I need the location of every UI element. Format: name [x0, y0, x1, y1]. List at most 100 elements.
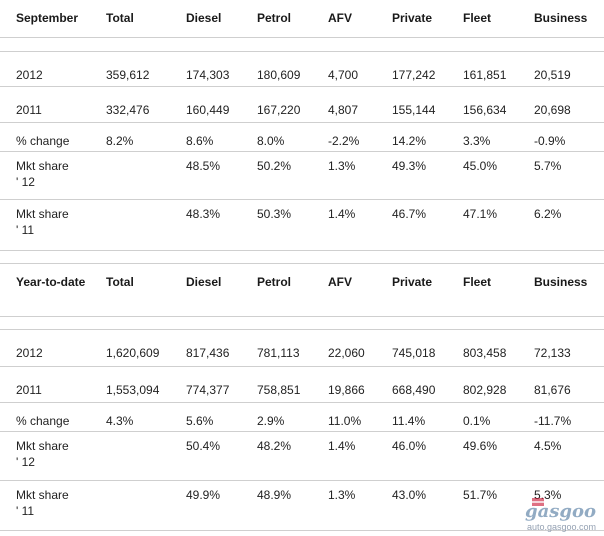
header-business: Business	[534, 11, 588, 25]
cell-total: 359,612	[106, 67, 150, 82]
table-row: 2011 332,476 160,449 167,220 4,807 155,144 156…	[0, 86, 604, 122]
cell-diesel: 48.5%	[186, 158, 221, 173]
cell-business: 5.7%	[534, 158, 562, 173]
cell-afv: 11.0%	[328, 413, 362, 428]
table-row: Mkt share ' 11 49.9% 48.9% 1.3% 43.0% 51.7% 5.…	[0, 480, 604, 530]
header-row: September Total Diesel Petrol AFV Private Flee…	[0, 0, 604, 37]
header-fleet: Fleet	[463, 11, 492, 25]
cell-private: 177,242	[392, 67, 436, 82]
cell-afv: 4,807	[328, 102, 359, 117]
cell-diesel: 160,449	[186, 102, 230, 117]
header-label: Year-to-date	[16, 274, 86, 289]
spacer-row	[0, 316, 604, 329]
cell-total: 332,476	[106, 102, 150, 117]
cell-total	[90, 151, 170, 199]
header-petrol: Petrol	[257, 274, 292, 289]
header-fleet: Fleet	[463, 274, 492, 289]
cell-petrol: 48.2%	[257, 438, 292, 453]
cell-diesel: 174,303	[186, 67, 230, 82]
cell-private: 745,018	[392, 345, 436, 360]
cell-business: 4.5%	[534, 438, 562, 453]
cell-diesel: 774,377	[186, 382, 230, 397]
cell-afv: 1.4%	[328, 438, 356, 453]
cell-label: % change	[16, 413, 70, 428]
cell-total: 1,620,609	[106, 345, 160, 360]
header-private: Private	[392, 274, 433, 289]
header-petrol: Petrol	[257, 11, 292, 25]
cell-afv: -2.2%	[328, 133, 360, 148]
cell-petrol: 50.2%	[257, 158, 292, 173]
table-row: Mkt share ' 12 48.5% 50.2% 1.3% 49.3% 45.0% 5.…	[0, 151, 604, 199]
cell-label: Mkt share ' 12	[16, 158, 69, 189]
cell-fleet: 51.7%	[463, 487, 498, 502]
header-total: Total	[106, 274, 134, 289]
cell-petrol: 48.9%	[257, 487, 292, 502]
cell-business: 20,519	[534, 67, 571, 82]
header-diesel: Diesel	[186, 11, 222, 25]
cell-afv: 1.3%	[328, 487, 356, 502]
cell-label: % change	[16, 133, 70, 148]
cell-afv: 22,060	[328, 345, 365, 360]
table-row: 2012 1,620,609 817,436 781,113 22,060 745,018…	[0, 329, 604, 366]
cell-total	[90, 199, 170, 250]
cell-diesel: 49.9%	[186, 487, 221, 502]
header-afv: AFV	[328, 274, 352, 289]
cell-fleet: 3.3%	[463, 133, 491, 148]
cell-diesel: 817,436	[186, 345, 230, 360]
table-row: % change 4.3% 5.6% 2.9% 11.0% 11.4% 0.1% -11.7%	[0, 402, 604, 431]
cell-total: 1,553,094	[106, 382, 160, 397]
cell-fleet: 803,458	[463, 345, 507, 360]
flag-icon	[532, 498, 544, 506]
cell-fleet: 161,851	[463, 67, 507, 82]
cell-private: 43.0%	[392, 487, 427, 502]
cell-private: 11.4%	[392, 413, 426, 428]
header-afv: AFV	[328, 11, 352, 25]
cell-business: -0.9%	[534, 133, 566, 148]
cell-fleet: 156,634	[463, 102, 507, 117]
cell-diesel: 8.6%	[186, 133, 214, 148]
watermark: gasgoo auto.gasgoo.com	[525, 498, 596, 532]
cell-fleet: 0.1%	[463, 413, 491, 428]
cell-fleet: 49.6%	[463, 438, 498, 453]
cell-total: 8.2%	[106, 133, 134, 148]
cell-label: 2011	[16, 102, 42, 117]
cell-petrol: 167,220	[257, 102, 301, 117]
cell-label: Mkt share ' 12	[16, 438, 69, 469]
header-row: Year-to-date Total Diesel Petrol AFV Private F…	[0, 263, 604, 316]
spacer-row	[0, 37, 604, 51]
cell-afv: 1.4%	[328, 206, 356, 221]
header-business: Business	[534, 274, 588, 289]
cell-label: 2011	[16, 382, 42, 397]
cell-petrol: 781,113	[257, 345, 300, 360]
cell-business: 6.2%	[534, 206, 562, 221]
cell-petrol: 2.9%	[257, 413, 285, 428]
cell-afv: 1.3%	[328, 158, 356, 173]
cell-diesel: 50.4%	[186, 438, 221, 453]
cell-petrol: 180,609	[257, 67, 301, 82]
header-private: Private	[392, 11, 433, 25]
cell-fleet: 47.1%	[463, 206, 498, 221]
cell-diesel: 48.3%	[186, 206, 221, 221]
cell-fleet: 802,928	[463, 382, 507, 397]
cell-business: -11.7%	[534, 413, 572, 428]
cell-petrol: 8.0%	[257, 133, 285, 148]
cell-business: 20,698	[534, 102, 571, 117]
cell-label: 2012	[16, 345, 43, 360]
table-row: 2012 359,612 174,303 180,609 4,700 177,242 161…	[0, 51, 604, 86]
cell-private: 49.3%	[392, 158, 427, 173]
header-label: September	[16, 11, 79, 25]
table-row: Mkt share ' 12 50.4% 48.2% 1.4% 46.0% 49.6% 4.…	[0, 431, 604, 480]
cell-business: 81,676	[534, 382, 571, 397]
cell-private: 46.0%	[392, 438, 427, 453]
cell-private: 668,490	[392, 382, 436, 397]
cell-total	[90, 480, 170, 530]
cell-private: 155,144	[392, 102, 436, 117]
cell-label: Mkt share ' 11	[16, 206, 69, 237]
cell-private: 46.7%	[392, 206, 427, 221]
cell-total	[90, 431, 170, 480]
cell-total: 4.3%	[106, 413, 134, 428]
table-row: 2011 1,553,094 774,377 758,851 19,866 668,490…	[0, 366, 604, 402]
header-total: Total	[106, 11, 134, 25]
spacer-row	[0, 250, 604, 263]
